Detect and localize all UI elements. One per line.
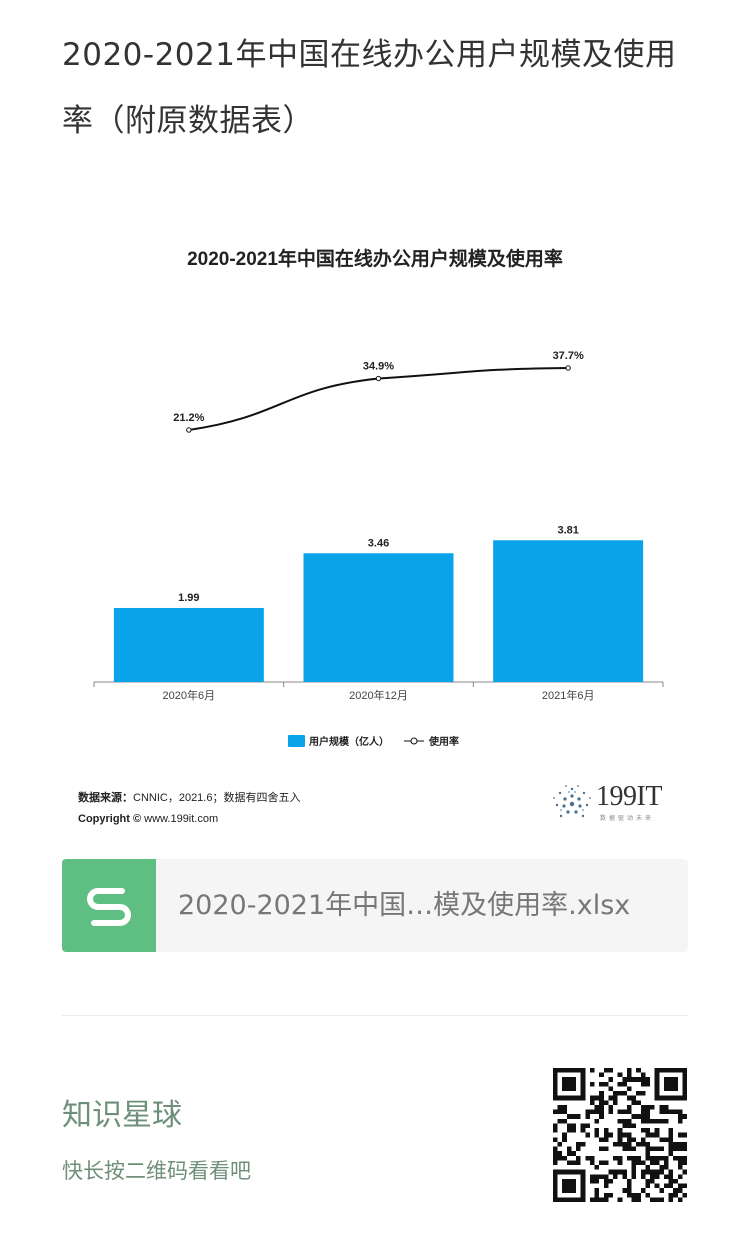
brand-logo: 199IT 数据驱动未来 <box>550 779 680 829</box>
bar-user-scale <box>303 553 454 682</box>
source-label: 数据来源： <box>78 792 133 804</box>
chart-canvas: 2020-2021年中国在线办公用户规模及使用率 1.99 2020年6月 3.46… <box>93 247 664 748</box>
article-title: 2020-2021年中国在线办公用户规模及使用率（附原数据表） <box>62 37 677 139</box>
attachment-file-name: 2020-2021年中国…模及使用率.xlsx <box>178 890 631 921</box>
legend-bar-label: 用户规模（亿人） <box>308 735 389 748</box>
line-data-label: 37.7% <box>553 350 584 362</box>
bar-user-scale <box>493 540 644 682</box>
x-tick-label: 2020年12月 <box>349 688 408 702</box>
bar-data-label: 3.81 <box>557 524 578 536</box>
source-text: CNNIC，2021.6；数据有四舍五入 <box>133 792 301 804</box>
dandelion-icon <box>553 785 591 818</box>
section-divider <box>62 1015 688 1016</box>
chart-image[interactable]: 2020-2021年中国在线办公用户规模及使用率 1.99 2020年6月 3.46… <box>62 232 688 837</box>
qr-code-icon[interactable] <box>553 1068 687 1202</box>
line-point <box>186 427 192 433</box>
promo-title: 知识星球 <box>62 1098 182 1133</box>
bar-data-label: 3.46 <box>368 537 389 549</box>
line-data-label: 21.2% <box>173 412 204 424</box>
copyright-label: Copyright © <box>78 813 142 825</box>
legend-line-label: 使用率 <box>428 735 459 748</box>
legend-bar-swatch <box>288 735 305 747</box>
brand-name: 199IT <box>596 781 662 812</box>
line-point <box>375 375 382 382</box>
line-point <box>565 365 571 371</box>
brand-tagline: 数据驱动未来 <box>600 815 655 822</box>
legend-line-marker <box>410 737 418 745</box>
spreadsheet-s-icon <box>62 859 156 952</box>
x-tick-label: 2021年6月 <box>542 688 595 702</box>
copyright-text: www.199it.com <box>144 813 219 825</box>
chart-title: 2020-2021年中国在线办公用户规模及使用率 <box>187 247 563 270</box>
attachment-file-card[interactable]: 2020-2021年中国…模及使用率.xlsx <box>62 859 688 952</box>
chart-source: 数据来源：CNNIC，2021.6；数据有四舍五入 Copyright © ww… <box>78 788 300 830</box>
promo-subtitle: 快长按二维码看看吧 <box>62 1159 251 1183</box>
x-tick-label: 2020年6月 <box>163 688 216 702</box>
line-data-label: 34.9% <box>363 361 394 373</box>
bar-user-scale <box>113 607 264 682</box>
bar-data-label: 1.99 <box>178 592 199 604</box>
